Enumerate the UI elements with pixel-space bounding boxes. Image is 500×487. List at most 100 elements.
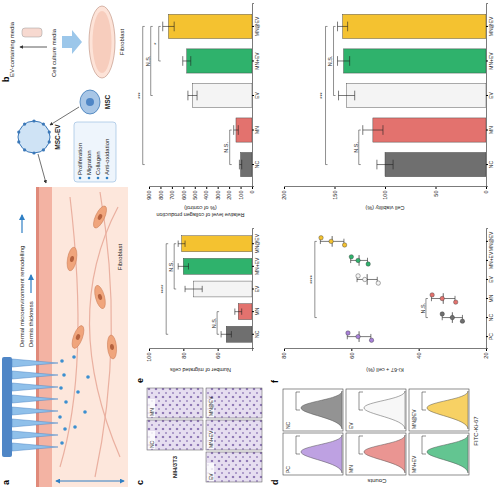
error-bar xyxy=(221,331,231,337)
fibroblast-nucleus xyxy=(97,213,103,220)
tick-label: 600 xyxy=(181,191,187,200)
tick-label: NC xyxy=(488,314,494,322)
vesicle-dot xyxy=(72,355,76,359)
point xyxy=(356,334,360,338)
tick: 60 xyxy=(215,349,221,359)
error-bar xyxy=(351,258,368,263)
tick: MN@EV xyxy=(486,16,494,36)
point xyxy=(369,338,373,342)
histogram-shape xyxy=(301,391,342,429)
tick-label: MN+EV xyxy=(254,52,260,70)
fibroblast xyxy=(106,335,117,360)
label: EV-containing media xyxy=(9,21,15,77)
label: EV xyxy=(348,422,354,429)
micrograph xyxy=(147,388,203,418)
error-bar xyxy=(442,315,462,320)
vesicle-dot xyxy=(63,427,67,431)
bar xyxy=(343,14,486,38)
histogram-frame xyxy=(283,389,343,431)
point xyxy=(366,262,370,266)
vesicle-dot xyxy=(64,400,68,404)
error-bar xyxy=(377,160,393,170)
fibroblast-nucleus xyxy=(75,333,81,340)
vesicle-icon xyxy=(18,121,50,153)
secretion-arrow xyxy=(50,107,79,125)
fibroblast xyxy=(70,324,87,350)
point xyxy=(430,293,434,297)
tick-label: MN xyxy=(254,126,260,134)
tick-label: NC xyxy=(254,330,260,338)
point xyxy=(329,239,333,243)
tick: MN@EV xyxy=(486,231,494,251)
chart: 6080100NCMNEVMN+EVMN@EVNumber of migrate… xyxy=(146,229,260,374)
microneedle xyxy=(12,371,58,379)
tick: PC xyxy=(486,333,494,340)
microneedle-base xyxy=(2,357,12,457)
error-bar xyxy=(320,239,344,244)
error-bar xyxy=(163,22,174,32)
tick: 80 xyxy=(281,349,287,359)
tick-mark xyxy=(486,349,487,351)
tick: 100 xyxy=(382,187,388,200)
histogram-frame xyxy=(409,389,469,431)
tick: 200 xyxy=(281,187,287,200)
significance-bracket xyxy=(230,130,232,165)
tick-mark xyxy=(252,187,253,189)
tick: 200 xyxy=(226,187,232,200)
vesicle-protein xyxy=(48,140,51,143)
tick: 60 xyxy=(349,349,355,359)
y-axis: 050100150200 xyxy=(281,187,489,200)
figure-rotated: abcdefFibroblastDermal microenvironment … xyxy=(1,4,494,487)
axis-title: Ki-67 + cell (%) xyxy=(366,367,404,373)
point xyxy=(460,319,464,323)
bar xyxy=(192,83,252,107)
point xyxy=(363,277,367,281)
tick-label: 200 xyxy=(281,191,287,200)
label: EV xyxy=(208,473,214,480)
bar xyxy=(385,152,486,176)
tick-label: NC xyxy=(254,161,260,169)
annotations: N.S.**** xyxy=(309,241,428,317)
bar xyxy=(373,118,486,142)
tick: 500 xyxy=(192,187,198,200)
tick-label: 60 xyxy=(215,353,221,359)
error-bar xyxy=(183,56,191,66)
significance-label: *** xyxy=(137,91,143,98)
micrograph xyxy=(206,388,262,418)
tick: MN@EV xyxy=(252,16,260,36)
histogram-shape xyxy=(427,435,468,473)
significance-label: N.S. xyxy=(168,261,174,272)
tick-mark xyxy=(241,187,242,189)
tick-label: NC xyxy=(488,161,494,169)
tick-label: EV xyxy=(488,92,494,99)
histogram-gate xyxy=(422,436,426,454)
histogram-frame xyxy=(409,433,469,475)
epidermis xyxy=(39,187,52,487)
dish-medium xyxy=(93,11,112,73)
point xyxy=(356,274,360,278)
tube xyxy=(22,28,42,37)
label: Dermis thickness xyxy=(28,301,34,347)
tick-label: 40 xyxy=(416,353,422,359)
tick: MN xyxy=(252,126,260,134)
label: Fibroblast xyxy=(117,243,123,270)
tick: 100 xyxy=(146,349,152,362)
significance-label: * xyxy=(153,42,159,45)
axis-line xyxy=(285,349,487,352)
tick-mark xyxy=(229,187,230,189)
vesicle-dot xyxy=(83,410,87,414)
vesicle-dot xyxy=(76,390,80,394)
tick-label: 50 xyxy=(433,191,439,197)
tick: MN@EV xyxy=(252,233,260,253)
vesicle-dot xyxy=(73,425,77,429)
panel-label: c xyxy=(135,480,145,485)
schematic-b: EV-containing mediaCell culture mediaFib… xyxy=(9,6,125,78)
vesicle-protein xyxy=(42,122,45,125)
label: MN+EV xyxy=(208,430,214,448)
point xyxy=(454,300,458,304)
vesicle-protein xyxy=(17,130,20,133)
effects-box xyxy=(74,122,116,182)
tick-mark xyxy=(486,187,487,189)
significance-label: N.S. xyxy=(223,141,229,152)
tick: 700 xyxy=(169,187,175,200)
